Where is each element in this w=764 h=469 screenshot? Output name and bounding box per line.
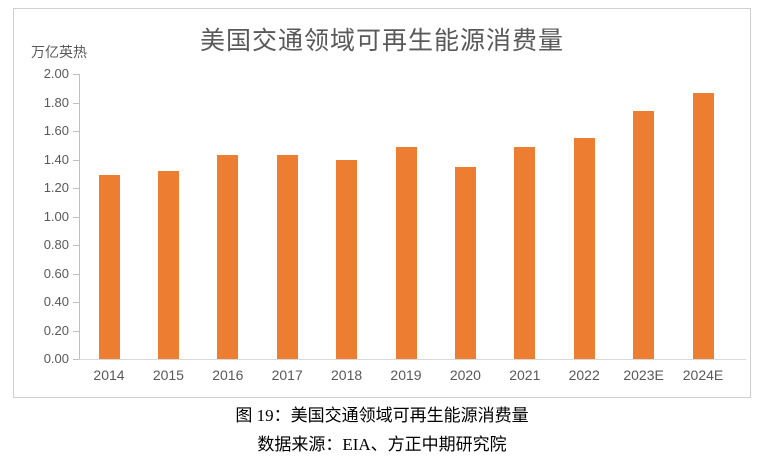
- y-tick-mark: [73, 273, 79, 275]
- bar-2023E: [633, 111, 655, 359]
- bar-2014: [98, 175, 120, 359]
- y-tick-label: 0.80: [43, 237, 69, 252]
- y-tick-mark: [73, 74, 79, 75]
- y-tick-mark: [73, 188, 79, 189]
- figure-caption-source: 数据来源：EIA、方正中期研究院: [257, 435, 507, 454]
- bar-2020: [454, 166, 476, 359]
- y-tick-label: 0.60: [43, 265, 69, 281]
- y-tick-label: 2.00: [43, 66, 69, 81]
- y-tick-label: 0.40: [43, 294, 69, 309]
- y-tick-mark: [73, 159, 79, 161]
- y-tick-label: 0.20: [43, 322, 69, 338]
- y-tick-mark: [73, 330, 79, 332]
- figure-caption-title: 图 19：美国交通领域可再生能源消费量: [235, 406, 529, 425]
- x-tick-label: 2024E: [682, 367, 724, 383]
- bar-2021: [514, 146, 536, 359]
- y-tick-mark: [73, 216, 79, 218]
- bar-2022: [573, 138, 595, 359]
- y-tick-label: 1.80: [43, 94, 69, 110]
- y-tick-mark: [73, 245, 79, 246]
- bar-2024E: [692, 92, 714, 359]
- chart-frame: 美国交通领域可再生能源消费量 万亿英热 0.00 0.20 0.40 0.60 0.80…: [13, 8, 751, 398]
- y-tick-label: 1.60: [43, 123, 69, 138]
- y-tick-mark: [73, 359, 79, 360]
- bar-2017: [276, 155, 298, 359]
- y-tick-label: 0.00: [43, 351, 69, 366]
- x-tick-label: 2022: [568, 367, 600, 383]
- y-tick-label: 1.40: [43, 151, 69, 167]
- x-tick-label: 2018: [331, 367, 363, 383]
- x-tick-label: 2017: [271, 367, 303, 383]
- x-tick-label: 2019: [390, 367, 422, 383]
- y-axis-line: [79, 74, 80, 360]
- y-tick-mark: [73, 302, 79, 303]
- y-tick-mark: [73, 131, 79, 132]
- bar-2016: [217, 155, 239, 359]
- x-tick-label: 2015: [152, 367, 184, 383]
- x-tick-label: 2021: [509, 367, 541, 383]
- figure-caption: 图 19：美国交通领域可再生能源消费量 数据来源：EIA、方正中期研究院: [0, 401, 764, 459]
- bar-2015: [157, 170, 179, 359]
- y-tick-label: 1.00: [43, 208, 69, 224]
- y-tick-mark: [73, 102, 79, 104]
- chart-title: 美国交通领域可再生能源消费量: [199, 27, 564, 55]
- bar-2019: [395, 146, 417, 359]
- x-axis-line: [79, 359, 746, 360]
- x-tick-label: 2020: [449, 367, 481, 383]
- x-tick-label: 2016: [212, 367, 244, 383]
- x-tick-label: 2014: [93, 367, 125, 383]
- y-axis-unit-label: 万亿英热: [31, 44, 87, 60]
- bar-2018: [336, 159, 358, 359]
- x-tick-label: 2023E: [623, 367, 664, 383]
- y-tick-label: 1.20: [43, 180, 69, 195]
